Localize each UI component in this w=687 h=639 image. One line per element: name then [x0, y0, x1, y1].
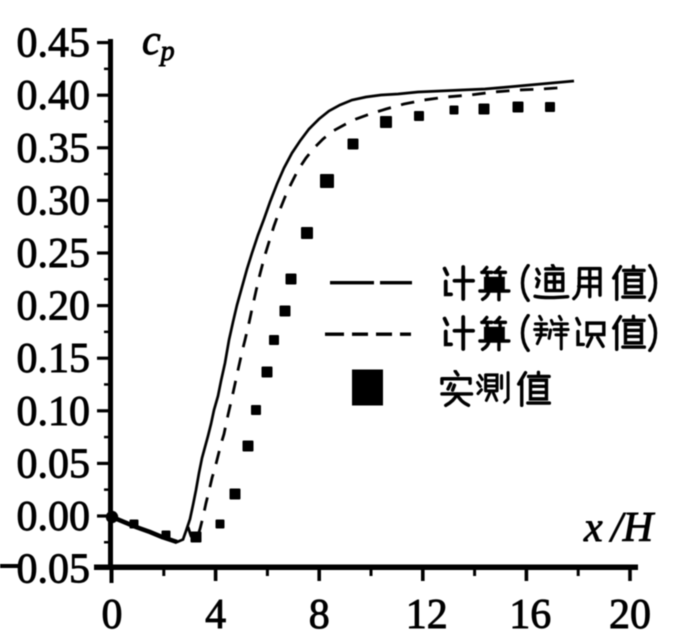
svg-text:0.00: 0.00	[17, 494, 91, 540]
svg-text:0.05: 0.05	[17, 441, 91, 487]
svg-text:0.05: 0.05	[17, 547, 91, 593]
svg-text:20: 20	[609, 592, 651, 638]
svg-text:0.40: 0.40	[17, 73, 91, 119]
svg-text:0.30: 0.30	[17, 178, 91, 224]
svg-text:0.20: 0.20	[17, 284, 91, 330]
svg-text:4: 4	[205, 592, 226, 638]
svg-text:cp: cp	[142, 18, 175, 67]
svg-text:0.10: 0.10	[17, 389, 91, 435]
svg-text:0.45: 0.45	[17, 21, 91, 67]
svg-text:x /H: x /H	[583, 505, 656, 551]
svg-text:0: 0	[102, 592, 123, 638]
svg-text:8: 8	[309, 592, 330, 638]
svg-text:0.35: 0.35	[17, 126, 91, 172]
svg-text:0.25: 0.25	[17, 231, 91, 277]
svg-text:12: 12	[406, 592, 448, 638]
svg-text:0.15: 0.15	[17, 336, 91, 382]
svg-text:16: 16	[509, 592, 551, 638]
